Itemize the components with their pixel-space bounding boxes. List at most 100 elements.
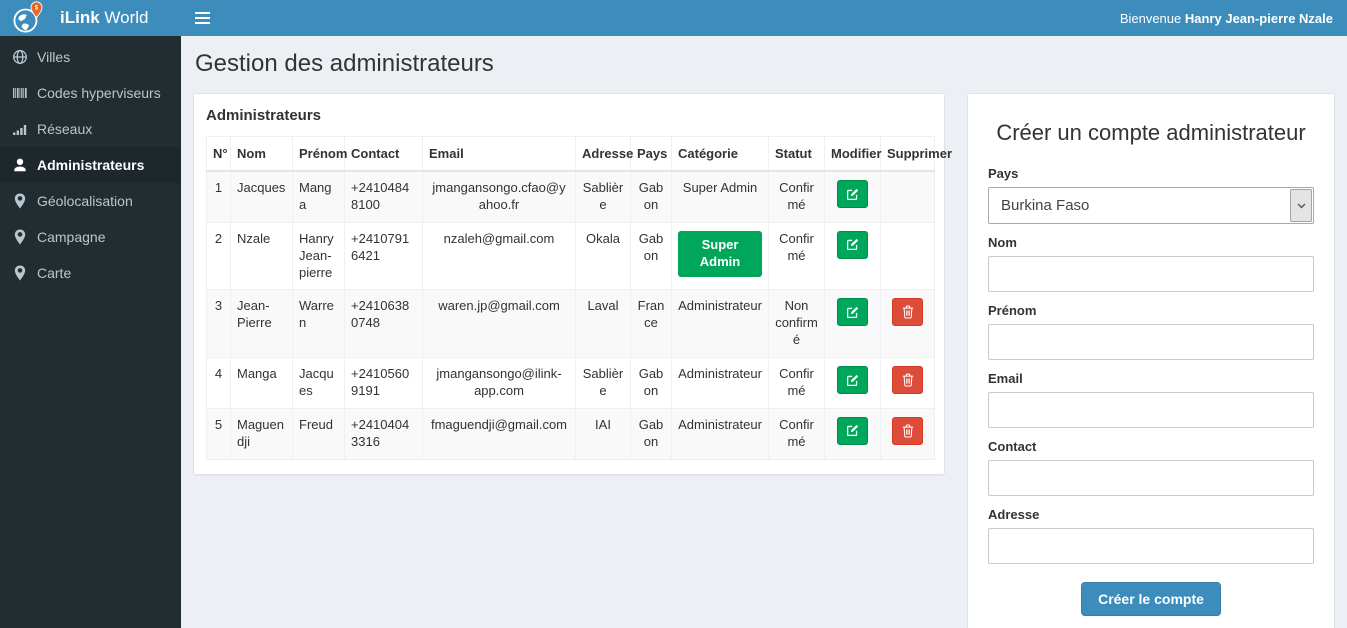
brand-title: iLink World <box>60 8 149 27</box>
nom-cell: Nzale <box>230 221 293 291</box>
super-admin-badge[interactable]: Super Admin <box>678 230 762 277</box>
num-cell: 1 <box>206 170 231 223</box>
table-row: 4 Manga Jacques +24105609191 jmangansong… <box>206 357 935 409</box>
sidebar: Villes Codes hyperviseurs Réseaux Admini… <box>0 36 181 628</box>
sidebar-item-codes-hyperviseurs[interactable]: Codes hyperviseurs <box>0 75 181 111</box>
table-header-row: N° Nom Prénom Contact Email Adresse Pays… <box>206 136 952 172</box>
pays-cell: Gabon <box>630 357 672 409</box>
adresse-cell: Sablière <box>575 357 631 409</box>
contact-input[interactable] <box>988 460 1314 496</box>
modifier-cell <box>824 289 881 359</box>
supprimer-cell <box>880 221 935 291</box>
edit-icon <box>846 239 859 251</box>
adresse-cell: Okala <box>575 221 631 291</box>
nom-cell: Jean-Pierre <box>230 289 293 359</box>
pays-select[interactable]: Burkina Faso <box>988 187 1314 224</box>
adresse-label: Adresse <box>988 507 1040 522</box>
statut-cell: Confirmé <box>768 170 825 223</box>
nom-cell: Jacques <box>230 170 293 223</box>
map-marker-icon <box>14 229 26 245</box>
col-header-supprimer: Supprimer <box>880 136 952 172</box>
statut-cell: Confirmé <box>768 357 825 409</box>
table-row: 1 Jacques Manga +24104848100 jmangansong… <box>206 170 935 223</box>
edit-icon <box>846 188 859 200</box>
supprimer-cell <box>880 407 935 460</box>
contact-cell: +24107916421 <box>344 221 423 291</box>
contact-label: Contact <box>988 439 1037 454</box>
adresse-cell: Sablière <box>575 170 631 223</box>
top-navbar: Bienvenue Hanry Jean-pierre Nzale <box>181 0 1347 36</box>
map-marker-icon <box>14 193 26 209</box>
map-marker-icon <box>14 265 26 281</box>
content-area: Gestion des administrateurs Administrate… <box>181 36 1347 628</box>
delete-button[interactable] <box>892 298 923 327</box>
email-input[interactable] <box>988 392 1314 428</box>
num-cell: 3 <box>206 289 231 359</box>
num-cell: 2 <box>206 221 231 291</box>
modifier-cell <box>824 221 881 291</box>
trash-icon <box>902 305 913 319</box>
sidebar-item-administrateurs[interactable]: Administrateurs <box>0 147 181 183</box>
col-header-contact: Contact <box>344 136 423 172</box>
table-row: 5 Maguendji Freud +24104043316 fmaguendj… <box>206 407 935 460</box>
col-header-modifier: Modifier <box>824 136 882 172</box>
sidebar-item-geolocalisation[interactable]: Géolocalisation <box>0 183 181 219</box>
edit-button[interactable] <box>837 416 868 445</box>
contact-cell: +24106380748 <box>344 289 423 359</box>
admin-table-body: 1 Jacques Manga +24104848100 jmangansong… <box>206 170 935 460</box>
sidebar-item-campagne[interactable]: Campagne <box>0 219 181 255</box>
prenom-cell: Manga <box>292 170 345 223</box>
col-header-statut: Statut <box>768 136 825 172</box>
edit-button[interactable] <box>837 180 868 208</box>
trash-icon <box>902 424 913 438</box>
prenom-label: Prénom <box>988 303 1037 318</box>
adresse-input[interactable] <box>988 528 1314 564</box>
col-header-email: Email <box>422 136 576 172</box>
contact-cell: +24104848100 <box>344 170 423 223</box>
email-cell: jmangansongo.cfao@yahoo.fr <box>422 170 576 223</box>
create-account-button[interactable]: Créer le compte <box>1081 582 1221 616</box>
sidebar-item-villes[interactable]: Villes <box>0 39 181 75</box>
pays-cell: France <box>630 289 672 359</box>
user-icon <box>14 158 26 172</box>
brand-logo-icon: $ <box>13 1 43 33</box>
sidebar-item-reseaux[interactable]: Réseaux <box>0 111 181 147</box>
contact-cell: +24104043316 <box>344 407 423 460</box>
supprimer-cell <box>880 357 935 409</box>
statut-cell: Confirmé <box>768 221 825 291</box>
modifier-cell <box>824 407 881 460</box>
nom-input[interactable] <box>988 256 1314 292</box>
num-cell: 4 <box>206 357 231 409</box>
edit-icon <box>846 425 859 437</box>
trash-icon <box>902 373 913 387</box>
delete-button[interactable] <box>892 416 923 445</box>
edit-button[interactable] <box>837 298 868 327</box>
sidebar-item-carte[interactable]: Carte <box>0 255 181 291</box>
email-label: Email <box>988 371 1023 386</box>
administrators-panel: Administrateurs N° Nom Prénom Contact <box>193 93 952 475</box>
email-cell: jmangansongo@ilink-app.com <box>422 357 576 409</box>
col-header-prenom: Prénom <box>292 136 347 172</box>
table-row: 2 Nzale Hanry Jean-pierre +24107916421 n… <box>206 221 935 291</box>
categorie-cell: Super Admin <box>671 170 769 223</box>
signal-icon <box>13 125 27 135</box>
modifier-cell <box>824 170 881 223</box>
col-header-adresse: Adresse <box>575 136 633 172</box>
edit-button[interactable] <box>837 230 868 259</box>
delete-button[interactable] <box>892 366 923 395</box>
sidebar-toggle-button[interactable] <box>181 0 223 36</box>
col-header-nom: Nom <box>230 136 293 172</box>
edit-button[interactable] <box>837 366 868 395</box>
statut-cell: Confirmé <box>768 407 825 460</box>
prenom-input[interactable] <box>988 324 1314 360</box>
nom-cell: Manga <box>230 357 293 409</box>
user-name: Hanry Jean-pierre Nzale <box>1184 10 1333 26</box>
col-header-categorie: Catégorie <box>671 136 769 172</box>
statut-cell: Non confirmé <box>768 289 825 359</box>
logo-area[interactable]: $ iLink World <box>0 0 181 36</box>
num-cell: 5 <box>206 407 231 460</box>
modifier-cell <box>824 357 881 409</box>
nom-cell: Maguendji <box>230 407 293 460</box>
administrators-table: N° Nom Prénom Contact Email Adresse Pays… <box>206 136 952 460</box>
email-cell: fmaguendji@gmail.com <box>422 407 576 460</box>
